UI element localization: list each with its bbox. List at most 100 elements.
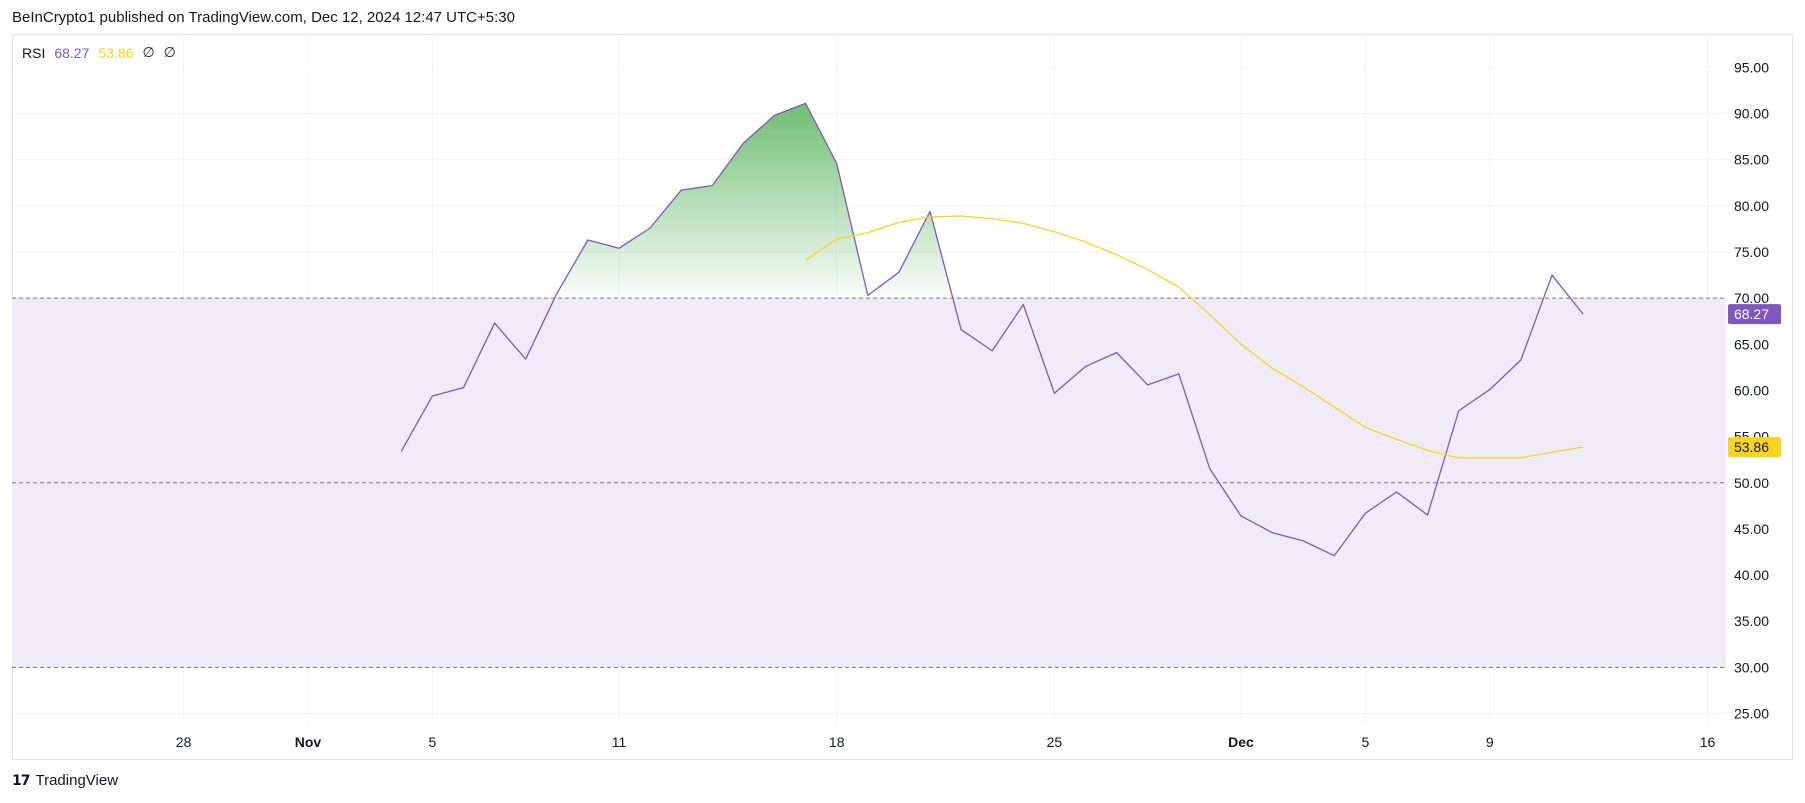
rsi-ma-value: 53.86 — [98, 44, 134, 61]
rsi-point — [1520, 359, 1522, 361]
rsi-point — [836, 163, 838, 165]
rsi-ma-point — [1365, 427, 1367, 429]
y-axis-tick-label: 60.00 — [1734, 382, 1769, 398]
tradingview-logo-icon: 17 — [12, 772, 31, 789]
rsi-point — [587, 239, 589, 241]
overbought-fill-group — [554, 103, 1571, 299]
rsi-point — [1365, 512, 1367, 514]
rsi-ma-point — [1116, 254, 1118, 256]
rsi-point — [463, 387, 465, 389]
rsi-point — [556, 293, 558, 295]
y-axis-tick-label: 90.00 — [1734, 106, 1769, 122]
rsi-value: 68.27 — [54, 44, 90, 61]
rsi-ma-line[interactable] — [805, 215, 1584, 459]
rsi-point — [712, 185, 714, 187]
rsi-point — [1458, 410, 1460, 412]
rsi-ma-point — [1582, 446, 1584, 448]
rsi-point — [867, 295, 869, 297]
indicator-name: RSI — [22, 44, 46, 61]
rsi-ma-point — [1551, 451, 1553, 453]
rsi-point — [525, 358, 527, 360]
rsi-ma-point — [1520, 457, 1522, 459]
attribution-text: BeInCrypto1 published on TradingView.com… — [12, 9, 515, 26]
rsi-point — [743, 142, 745, 144]
rsi-point — [432, 395, 434, 397]
rsi-ma-point — [1302, 386, 1304, 388]
x-axis-tick-label: 18 — [829, 734, 845, 750]
rsi-ma-point — [1271, 367, 1273, 369]
x-axis-tick-label: 25 — [1047, 734, 1063, 750]
rsi-ma-point — [1396, 439, 1398, 441]
y-axis-tick-label: 85.00 — [1734, 152, 1769, 168]
rsi-ma-point — [1178, 286, 1180, 288]
rsi-point — [1085, 366, 1087, 368]
rsi-ma-point — [1085, 241, 1087, 243]
x-axis-tick-label: 9 — [1486, 734, 1494, 750]
rsi-point — [805, 103, 807, 105]
rsi-ma-point — [991, 218, 993, 220]
rsi-ma-point — [1209, 314, 1211, 316]
rsi-ma-point — [1054, 231, 1056, 233]
x-axis-tick-label: Nov — [295, 734, 322, 750]
x-axis-tick-label: Dec — [1228, 734, 1254, 750]
rsi-ma-point — [1147, 269, 1149, 271]
rsi-point — [991, 350, 993, 352]
x-axis-tick-label: 16 — [1700, 734, 1716, 750]
y-axis-tick-label: 75.00 — [1734, 244, 1769, 260]
y-axis-tick-label: 95.00 — [1734, 59, 1769, 75]
rsi-ma-last-value-badge — [1728, 437, 1781, 458]
rsi-ma-point — [867, 232, 869, 234]
x-axis-tick-label: 11 — [612, 734, 627, 750]
rsi-point — [1271, 532, 1273, 534]
rsi-point — [1396, 491, 1398, 493]
na-value-1: ∅ — [142, 44, 155, 60]
rsi-point — [960, 329, 962, 331]
rsi-point — [1427, 514, 1429, 516]
rsi-point — [929, 211, 931, 213]
y-axis-tick-label: 80.00 — [1734, 198, 1769, 214]
rsi-point — [1334, 555, 1336, 557]
rsi-point — [1551, 274, 1553, 276]
rsi-point — [1209, 468, 1211, 470]
rsi-ma-point — [1458, 457, 1460, 459]
rsi-ma-point — [1427, 450, 1429, 452]
rsi-ma-point — [836, 238, 838, 240]
rsi-point — [618, 248, 620, 250]
x-axis-tick-label: 5 — [1362, 734, 1370, 750]
rsi-last-value-badge — [1728, 304, 1781, 325]
rsi-point — [1147, 384, 1149, 386]
tradingview-logo-text: TradingView — [35, 772, 119, 789]
rsi-ma-last-value-label: 53.86 — [1734, 439, 1769, 455]
rsi-point — [1582, 313, 1584, 315]
rsi-ma-point — [1023, 223, 1025, 225]
y-axis-tick-label: 30.00 — [1734, 659, 1769, 675]
rsi-ma-point — [898, 222, 900, 224]
rsi-ma-point — [929, 216, 931, 218]
rsi-point — [1054, 392, 1056, 394]
rsi-point — [1240, 515, 1242, 517]
rsi-point — [1116, 352, 1118, 354]
y-axis-tick-label: 45.00 — [1734, 521, 1769, 537]
rsi-point — [1178, 373, 1180, 375]
rsi-point — [898, 272, 900, 274]
x-axis-tick-label: 5 — [429, 734, 437, 750]
rsi-point — [494, 322, 496, 324]
rsi-point — [1023, 304, 1025, 306]
y-axis-tick-label: 40.00 — [1734, 567, 1769, 583]
y-axis-tick-label: 50.00 — [1734, 475, 1769, 491]
rsi-ma-point — [1489, 457, 1491, 459]
rsi-point — [401, 451, 403, 453]
y-axis-tick-label: 65.00 — [1734, 336, 1769, 352]
overbought-fill — [554, 103, 1571, 299]
x-axis-tick-label: 28 — [176, 734, 192, 750]
rsi-last-value-label: 68.27 — [1734, 306, 1769, 322]
y-axis-tick-label: 70.00 — [1734, 290, 1769, 306]
tradingview-footer[interactable]: 17 TradingView — [12, 772, 118, 789]
rsi-point — [774, 115, 776, 117]
rsi-point — [1302, 540, 1304, 542]
rsi-ma-point — [1240, 344, 1242, 346]
rsi-line[interactable] — [400, 102, 1584, 557]
indicator-legend[interactable]: RSI 68.27 53.86 ∅ ∅ — [22, 44, 176, 61]
na-value-2: ∅ — [163, 44, 176, 60]
